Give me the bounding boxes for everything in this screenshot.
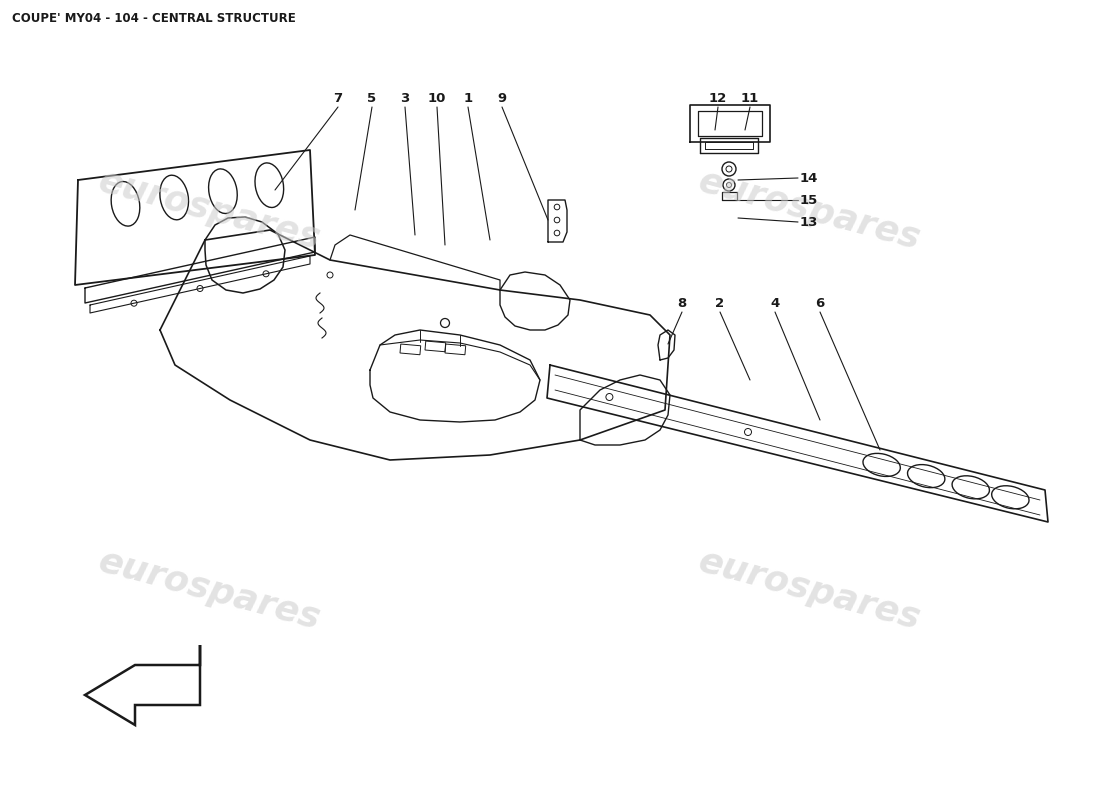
Text: eurospares: eurospares [96, 544, 324, 636]
Text: 14: 14 [800, 171, 818, 185]
Text: 7: 7 [333, 92, 342, 105]
Text: 8: 8 [678, 297, 686, 310]
Text: eurospares: eurospares [695, 164, 925, 256]
Bar [400, 344, 420, 354]
Text: 9: 9 [497, 92, 507, 105]
Text: eurospares: eurospares [96, 164, 324, 256]
Text: 2: 2 [715, 297, 725, 310]
Text: 6: 6 [815, 297, 825, 310]
Text: 3: 3 [400, 92, 409, 105]
Text: 10: 10 [428, 92, 447, 105]
Text: 15: 15 [800, 194, 818, 206]
Bar [446, 344, 465, 354]
Text: 13: 13 [800, 215, 818, 229]
Text: 12: 12 [708, 92, 727, 105]
Text: 1: 1 [463, 92, 473, 105]
Text: eurospares: eurospares [695, 544, 925, 636]
Text: COUPE' MY04 - 104 - CENTRAL STRUCTURE: COUPE' MY04 - 104 - CENTRAL STRUCTURE [12, 12, 296, 25]
Text: 11: 11 [741, 92, 759, 105]
Bar [425, 341, 446, 352]
Text: 5: 5 [367, 92, 376, 105]
Text: 4: 4 [770, 297, 780, 310]
